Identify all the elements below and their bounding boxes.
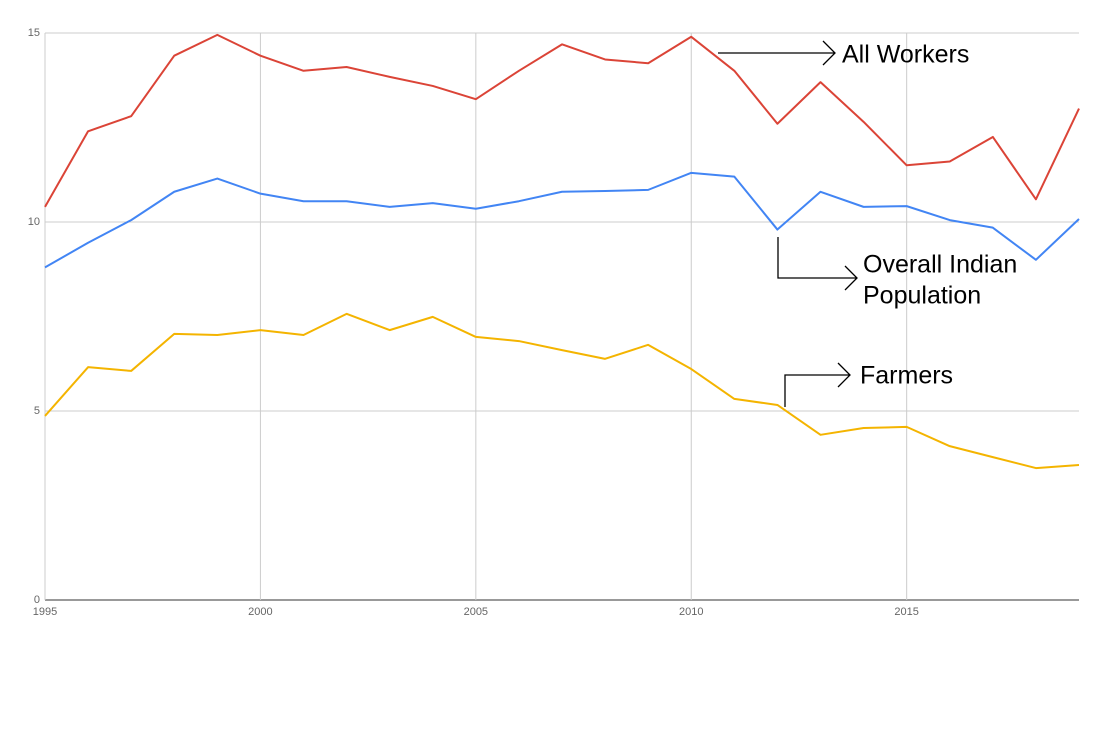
annotation: Population xyxy=(863,282,981,310)
line-series xyxy=(44,33,1080,208)
line-series xyxy=(44,312,1080,470)
y-tick-label: 0 xyxy=(34,594,40,606)
x-tick-label: 2010 xyxy=(679,606,703,618)
x-tick-label: 2015 xyxy=(894,606,918,618)
y-tick-label: 5 xyxy=(34,405,40,417)
y-tick-label: 10 xyxy=(28,216,40,228)
annotation-arrow xyxy=(718,40,836,66)
annotation-arrow xyxy=(784,362,851,407)
annotation: Farmers xyxy=(860,362,953,390)
x-tick-label: 2005 xyxy=(464,606,488,618)
y-tick-label: 15 xyxy=(28,27,40,39)
annotation: Overall Indian xyxy=(863,251,1017,279)
annotation-arrow xyxy=(777,237,858,291)
line-series xyxy=(44,171,1080,269)
x-tick-label: 1995 xyxy=(33,606,57,618)
x-tick-label: 2000 xyxy=(248,606,272,618)
annotation: All Workers xyxy=(842,41,969,69)
